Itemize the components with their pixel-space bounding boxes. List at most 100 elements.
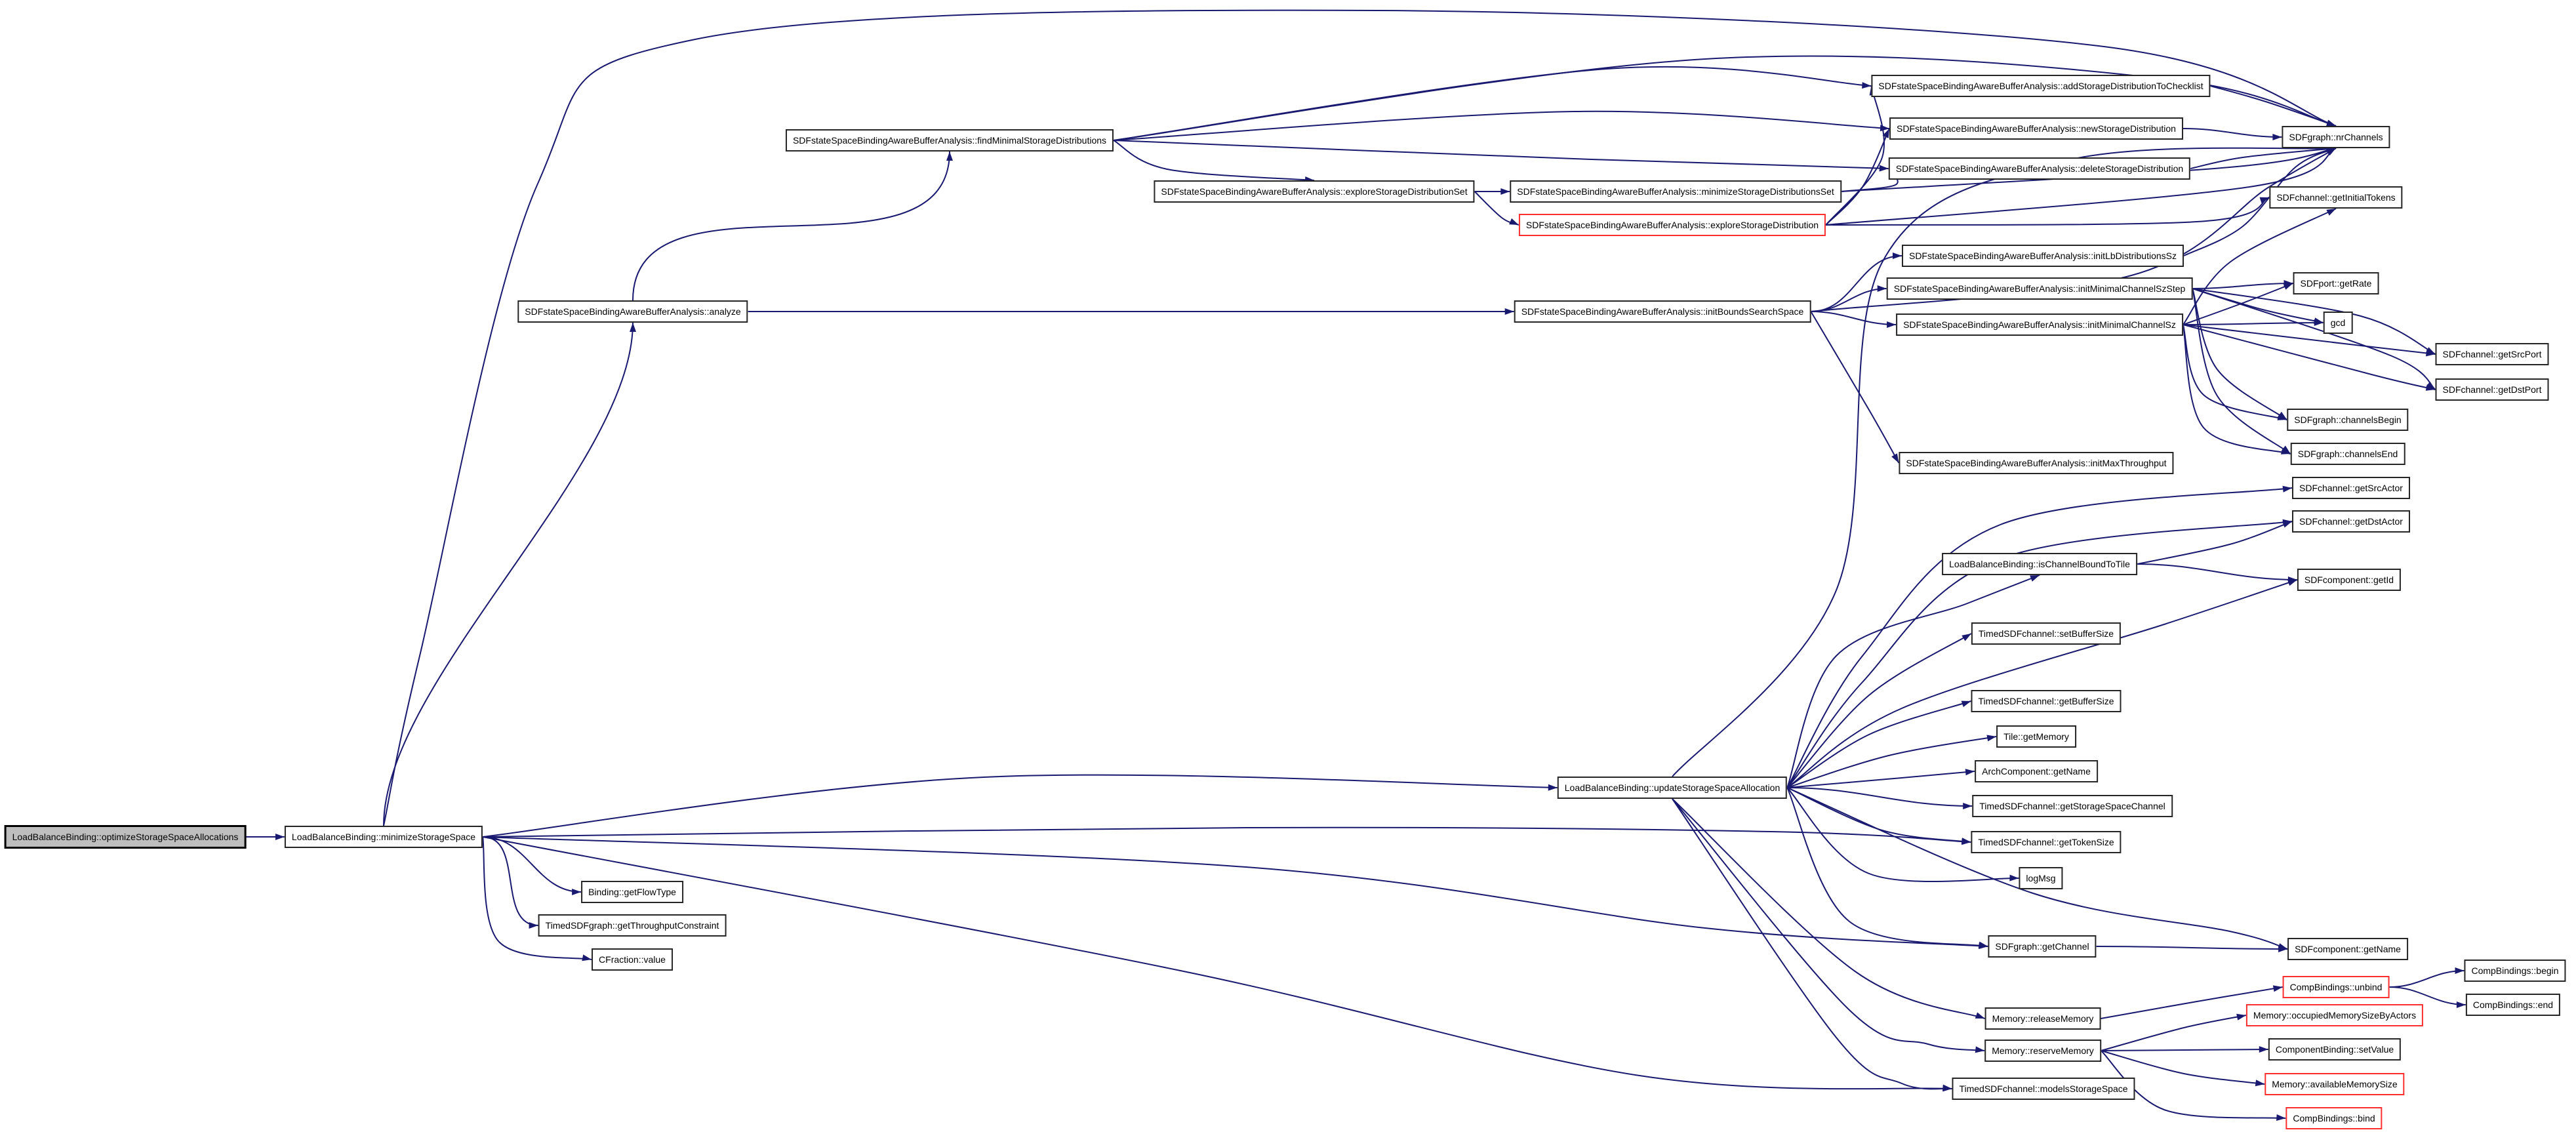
- edge-updateSSA-getBufSz: [1786, 700, 1971, 788]
- arrowhead-updateSSA-reserveMem: [1975, 1046, 1985, 1053]
- edge-initSzStep-getDstPort: [2192, 288, 2436, 390]
- node-unbind[interactable]: CompBindings::unbind: [2282, 976, 2390, 998]
- edge-reserveMem-occupied: [2101, 1015, 2247, 1051]
- arrowhead-initBounds-initLb: [1893, 253, 1902, 259]
- edge-getChannel-sdfGetName: [2096, 946, 2288, 950]
- node-analyze[interactable]: SDFstateSpaceBindingAwareBufferAnalysis:…: [517, 300, 748, 323]
- arrowhead-analyze-findMin: [946, 152, 953, 161]
- edge-exploreDist-getInitTokens: [1826, 197, 2270, 226]
- edge-min-getChannel: [483, 836, 1988, 947]
- node-minimizeSet[interactable]: SDFstateSpaceBindingAwareBufferAnalysis:…: [1510, 180, 1841, 203]
- edge-initSz-channelsBegin: [2182, 324, 2287, 420]
- node-isChBound[interactable]: LoadBalanceBinding::isChannelBoundToTile: [1942, 553, 2137, 575]
- node-exploreDist[interactable]: SDFstateSpaceBindingAwareBufferAnalysis:…: [1518, 214, 1826, 236]
- edge-updateSSA-getTokSz: [1786, 787, 1971, 843]
- edge-updateSSA-archGetName: [1787, 771, 1975, 788]
- node-nrChannels[interactable]: SDFgraph::nrChannels: [2282, 126, 2390, 148]
- edge-findMin-deleteDist: [1113, 140, 1889, 169]
- node-getSrcPort[interactable]: SDFchannel::getSrcPort: [2435, 343, 2549, 365]
- node-releaseMem[interactable]: Memory::releaseMemory: [1984, 1007, 2101, 1030]
- arrowhead-initSz-channelsEnd: [2280, 448, 2291, 455]
- edge-reserveMem-availMem: [2101, 1050, 2265, 1085]
- edge-initBounds-initMaxThr: [1810, 311, 1900, 464]
- node-getFlowType[interactable]: Binding::getFlowType: [581, 881, 683, 903]
- node-exploreSet[interactable]: SDFstateSpaceBindingAwareBufferAnalysis:…: [1154, 180, 1475, 203]
- node-initLb[interactable]: SDFstateSpaceBindingAwareBufferAnalysis:…: [1901, 245, 2184, 267]
- edge-unbind-end: [2389, 986, 2466, 1005]
- edge-isChBound-getDstActor: [2137, 521, 2293, 565]
- edge-initBounds-initSz: [1811, 311, 1897, 325]
- arrowhead-min-cfValue: [582, 954, 592, 961]
- arrowhead-updateSSA-getSrcActor: [2282, 485, 2292, 493]
- arrowhead-getChannel-sdfGetName: [2278, 946, 2288, 952]
- edge-min-getTokSz: [483, 826, 1971, 843]
- node-archGetName[interactable]: ArchComponent::getName: [1975, 760, 2098, 782]
- edge-findMin-nrChannels: [1113, 55, 2337, 141]
- edge-initSz-getRate: [2183, 283, 2293, 325]
- node-end[interactable]: CompBindings::end: [2465, 994, 2561, 1016]
- edge-reserveMem-setValue: [2101, 1049, 2268, 1051]
- node-findMin[interactable]: SDFstateSpaceBindingAwareBufferAnalysis:…: [785, 129, 1114, 152]
- node-getSrcActor[interactable]: SDFchannel::getSrcActor: [2292, 477, 2410, 499]
- node-availMem[interactable]: Memory::availableMemorySize: [2264, 1073, 2405, 1095]
- node-setValue[interactable]: ComponentBinding::setValue: [2268, 1038, 2402, 1061]
- node-tileGetMem[interactable]: Tile::getMemory: [1996, 725, 2076, 748]
- node-reserveMem[interactable]: Memory::reserveMemory: [1984, 1040, 2101, 1062]
- node-getSSCh[interactable]: TimedSDFchannel::getStorageSpaceChannel: [1972, 795, 2173, 817]
- node-cfValue[interactable]: CFraction::value: [592, 948, 673, 971]
- arrowhead-unbind-begin: [2455, 967, 2465, 974]
- arrowhead-findMin-addChecklist: [1862, 82, 1872, 89]
- node-getBufSz[interactable]: TimedSDFchannel::getBufferSize: [1971, 690, 2122, 712]
- node-logMsg[interactable]: logMsg: [2019, 867, 2063, 889]
- node-deleteDist[interactable]: SDFstateSpaceBindingAwareBufferAnalysis:…: [1888, 157, 2191, 180]
- edge-exploreDist-nrChannels: [1826, 148, 2337, 226]
- node-getRate[interactable]: SDFport::getRate: [2293, 272, 2379, 294]
- node-setBufSz[interactable]: TimedSDFchannel::setBufferSize: [1971, 622, 2122, 645]
- node-channelsEnd[interactable]: SDFgraph::channelsEnd: [2290, 443, 2405, 465]
- edge-updateSSA-getDstActor: [1786, 521, 2293, 788]
- edge-min-getThrCon: [483, 836, 538, 926]
- edge-initSz-channelsEnd: [2182, 324, 2291, 455]
- node-updateSSA[interactable]: LoadBalanceBinding::updateStorageSpaceAl…: [1557, 777, 1788, 799]
- node-getTokSz[interactable]: TimedSDFchannel::getTokenSize: [1971, 831, 2122, 853]
- node-opt[interactable]: LoadBalanceBinding::optimizeStorageSpace…: [4, 825, 247, 849]
- arrowhead-addChecklist-nrChannels: [2326, 119, 2336, 127]
- node-initSzStep[interactable]: SDFstateSpaceBindingAwareBufferAnalysis:…: [1886, 277, 2193, 300]
- node-initSz[interactable]: SDFstateSpaceBindingAwareBufferAnalysis:…: [1896, 313, 2183, 336]
- node-newDist[interactable]: SDFstateSpaceBindingAwareBufferAnalysis:…: [1889, 117, 2183, 140]
- arrowhead-updateSSA-getDstActor: [2282, 519, 2292, 526]
- node-initMaxThr[interactable]: SDFstateSpaceBindingAwareBufferAnalysis:…: [1899, 452, 2174, 474]
- node-getInitTokens[interactable]: SDFchannel::getInitialTokens: [2269, 186, 2403, 209]
- edge-initLb-nrChannels: [2183, 148, 2337, 256]
- edge-initBounds-initLb: [1811, 255, 1902, 312]
- arrowhead-initBounds-initSzStep: [1877, 285, 1887, 292]
- node-getDstPort[interactable]: SDFchannel::getDstPort: [2435, 378, 2549, 401]
- node-sdfGetName[interactable]: SDFcomponent::getName: [2287, 938, 2408, 960]
- node-channelsBegin[interactable]: SDFgraph::channelsBegin: [2287, 409, 2409, 431]
- node-min[interactable]: LoadBalanceBinding::minimizeStorageSpace: [284, 826, 483, 848]
- node-initBounds[interactable]: SDFstateSpaceBindingAwareBufferAnalysis:…: [1514, 300, 1811, 323]
- node-getDstActor[interactable]: SDFchannel::getDstActor: [2292, 510, 2410, 533]
- node-modelsSS[interactable]: TimedSDFchannel::modelsStorageSpace: [1952, 1078, 2135, 1100]
- arrowhead-min-updateSSA: [1548, 784, 1558, 791]
- arrowhead-findMin-deleteDist: [1879, 165, 1889, 172]
- node-gcd[interactable]: gcd: [2323, 312, 2353, 334]
- arrowhead-updateSSA-getId: [2287, 579, 2297, 586]
- node-getChannel[interactable]: SDFgraph::getChannel: [1988, 935, 2097, 958]
- node-addChecklist[interactable]: SDFstateSpaceBindingAwareBufferAnalysis:…: [1871, 75, 2211, 97]
- arrowhead-updateSSA-archGetName: [1965, 769, 1975, 776]
- edge-min-nrChannels: [383, 9, 2337, 826]
- node-occupied[interactable]: Memory::occupiedMemorySizeByActors: [2245, 1004, 2424, 1026]
- edge-min-modelsSS: [482, 836, 1952, 1090]
- node-getId[interactable]: SDFcomponent::getId: [2297, 569, 2402, 591]
- node-begin[interactable]: CompBindings::begin: [2464, 960, 2566, 982]
- edge-updateSSA-nrChannels: [1672, 147, 2337, 777]
- arrowhead-updateSSA-getBufSz: [1961, 700, 1971, 708]
- arrowhead-unbind-end: [2456, 1001, 2466, 1008]
- node-getThrCon[interactable]: TimedSDFgraph::getThroughputConstraint: [538, 914, 727, 937]
- node-bind[interactable]: CompBindings::bind: [2285, 1107, 2383, 1129]
- arrowhead-initSz-getInitTokens: [2326, 209, 2336, 216]
- arrowhead-initSz-getSrcPort: [2426, 350, 2436, 357]
